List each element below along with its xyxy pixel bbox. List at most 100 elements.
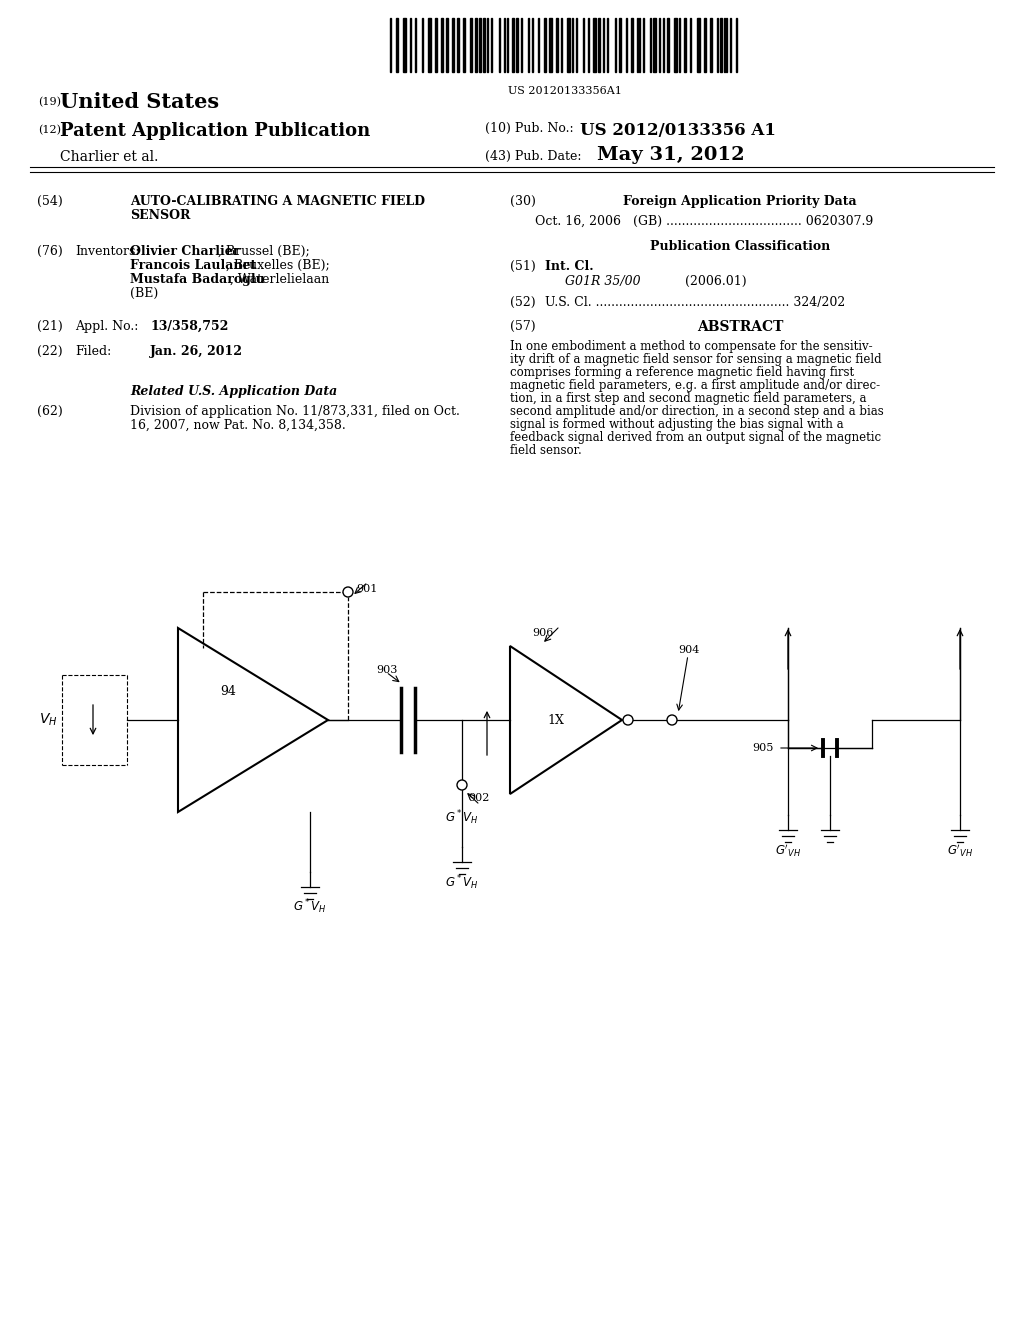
Text: Francois Laulanet: Francois Laulanet [130, 259, 256, 272]
Bar [549, 18, 552, 73]
Bar [457, 18, 459, 73]
Text: Inventors:: Inventors: [75, 246, 139, 257]
Text: Int. Cl.: Int. Cl. [545, 260, 594, 273]
Text: (43) Pub. Date:: (43) Pub. Date: [485, 150, 582, 162]
Text: second amplitude and/or direction, in a second step and a bias: second amplitude and/or direction, in a … [510, 405, 884, 418]
Text: U.S. Cl. .................................................. 324/202: U.S. Cl. ...............................… [545, 296, 845, 309]
Text: (10) Pub. No.:: (10) Pub. No.: [485, 121, 573, 135]
Text: (52): (52) [510, 296, 536, 309]
Text: , Waterlelielaan: , Waterlelielaan [230, 273, 330, 286]
Bar [435, 18, 437, 73]
Bar [403, 18, 406, 73]
Text: (62): (62) [37, 405, 62, 418]
Text: May 31, 2012: May 31, 2012 [597, 147, 744, 164]
Text: (54): (54) [37, 195, 62, 209]
Text: (76): (76) [37, 246, 62, 257]
Text: Related U.S. Application Data: Related U.S. Application Data [130, 385, 337, 399]
Bar [483, 18, 485, 73]
Text: (57): (57) [510, 319, 536, 333]
Text: (19): (19) [38, 96, 61, 107]
Text: , Bruxelles (BE);: , Bruxelles (BE); [226, 259, 330, 272]
Text: (22): (22) [37, 345, 62, 358]
Text: Appl. No.:: Appl. No.: [75, 319, 138, 333]
Text: 904: 904 [678, 645, 699, 655]
Text: 903: 903 [376, 665, 397, 675]
Text: (BE): (BE) [130, 286, 159, 300]
Text: Jan. 26, 2012: Jan. 26, 2012 [150, 345, 243, 358]
Text: US 2012/0133356 A1: US 2012/0133356 A1 [580, 121, 776, 139]
Text: 901: 901 [356, 583, 378, 594]
Text: Charlier et al.: Charlier et al. [60, 150, 159, 164]
Text: 905: 905 [752, 743, 773, 752]
Bar [567, 18, 570, 73]
Bar [667, 18, 669, 73]
Text: (51): (51) [510, 260, 536, 273]
Text: 906: 906 [532, 628, 553, 638]
Text: Filed:: Filed: [75, 345, 112, 358]
Text: $V_H$: $V_H$ [40, 711, 58, 729]
Bar [697, 18, 700, 73]
Text: signal is formed without adjusting the bias signal with a: signal is formed without adjusting the b… [510, 418, 844, 432]
Bar [396, 18, 398, 73]
Bar [463, 18, 465, 73]
Text: ity drift of a magnetic field sensor for sensing a magnetic field: ity drift of a magnetic field sensor for… [510, 352, 882, 366]
Bar [479, 18, 481, 73]
Text: magnetic field parameters, e.g. a first amplitude and/or direc-: magnetic field parameters, e.g. a first … [510, 379, 880, 392]
Text: 1X: 1X [548, 714, 564, 726]
Circle shape [343, 587, 353, 597]
Circle shape [623, 715, 633, 725]
Text: (12): (12) [38, 125, 61, 136]
Bar [544, 18, 546, 73]
Bar [684, 18, 686, 73]
Text: 902: 902 [468, 793, 489, 803]
Bar [618, 18, 621, 73]
Text: In one embodiment a method to compensate for the sensitiv-: In one embodiment a method to compensate… [510, 341, 872, 352]
Text: $G'_{VH}$: $G'_{VH}$ [947, 842, 973, 858]
Text: 16, 2007, now Pat. No. 8,134,358.: 16, 2007, now Pat. No. 8,134,358. [130, 418, 346, 432]
Text: , Brussel (BE);: , Brussel (BE); [218, 246, 309, 257]
Bar [674, 18, 677, 73]
Text: $G^*V_H$: $G^*V_H$ [445, 873, 479, 892]
Text: $G^*V_H$: $G^*V_H$ [293, 898, 327, 916]
Circle shape [457, 780, 467, 789]
Text: field sensor.: field sensor. [510, 444, 582, 457]
Text: $G^*V_H$: $G^*V_H$ [445, 808, 479, 826]
Text: G01R 35/00: G01R 35/00 [565, 275, 641, 288]
Bar [446, 18, 449, 73]
Bar [452, 18, 454, 73]
Bar [705, 18, 706, 73]
Bar [631, 18, 633, 73]
Circle shape [667, 715, 677, 725]
Text: Mustafa Badaroglu: Mustafa Badaroglu [130, 273, 265, 286]
Text: tion, in a first step and second magnetic field parameters, a: tion, in a first step and second magneti… [510, 392, 866, 405]
Bar [593, 18, 596, 73]
Bar [598, 18, 600, 73]
Text: 94: 94 [220, 685, 236, 698]
Text: (30): (30) [510, 195, 536, 209]
Bar [470, 18, 472, 73]
Bar [710, 18, 712, 73]
Text: 13/358,752: 13/358,752 [150, 319, 228, 333]
Text: Publication Classification: Publication Classification [650, 240, 830, 253]
Bar [475, 18, 477, 73]
Text: Patent Application Publication: Patent Application Publication [60, 121, 371, 140]
Text: Division of application No. 11/873,331, filed on Oct.: Division of application No. 11/873,331, … [130, 405, 460, 418]
Text: ABSTRACT: ABSTRACT [696, 319, 783, 334]
Text: Olivier Charlier: Olivier Charlier [130, 246, 240, 257]
Bar [512, 18, 514, 73]
Text: comprises forming a reference magnetic field having first: comprises forming a reference magnetic f… [510, 366, 854, 379]
Text: Oct. 16, 2006   (GB) ................................... 0620307.9: Oct. 16, 2006 (GB) .....................… [535, 215, 873, 228]
Text: $G'_{VH}$: $G'_{VH}$ [775, 842, 801, 858]
Text: (2006.01): (2006.01) [685, 275, 746, 288]
Bar [556, 18, 558, 73]
Text: (21): (21) [37, 319, 62, 333]
Text: feedback signal derived from an output signal of the magnetic: feedback signal derived from an output s… [510, 432, 881, 444]
Text: US 20120133356A1: US 20120133356A1 [508, 86, 622, 96]
Text: Foreign Application Priority Data: Foreign Application Priority Data [624, 195, 857, 209]
Text: AUTO-CALIBRATING A MAGNETIC FIELD: AUTO-CALIBRATING A MAGNETIC FIELD [130, 195, 425, 209]
Bar [720, 18, 722, 73]
Text: SENSOR: SENSOR [130, 209, 190, 222]
Bar [441, 18, 443, 73]
Bar [653, 18, 656, 73]
Bar [428, 18, 431, 73]
